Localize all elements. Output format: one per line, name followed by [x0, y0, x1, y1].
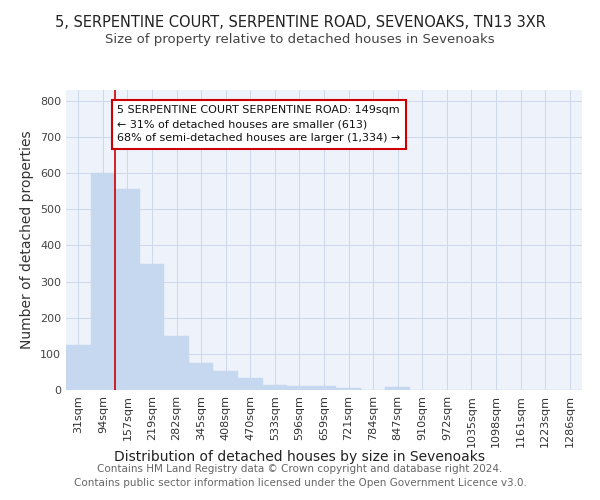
Bar: [385, 387, 410, 390]
Bar: [91, 173, 115, 390]
Bar: [189, 363, 214, 390]
Text: 5, SERPENTINE COURT, SERPENTINE ROAD, SEVENOAKS, TN13 3XR: 5, SERPENTINE COURT, SERPENTINE ROAD, SE…: [55, 15, 545, 30]
Text: Size of property relative to detached houses in Sevenoaks: Size of property relative to detached ho…: [105, 32, 495, 46]
Bar: [238, 378, 263, 390]
Bar: [287, 386, 312, 390]
Bar: [140, 264, 164, 390]
Bar: [115, 190, 140, 390]
Bar: [336, 388, 361, 390]
Text: Distribution of detached houses by size in Sevenoaks: Distribution of detached houses by size …: [115, 450, 485, 464]
Bar: [312, 386, 336, 390]
Bar: [263, 384, 287, 390]
Y-axis label: Number of detached properties: Number of detached properties: [20, 130, 34, 350]
Bar: [214, 371, 238, 390]
Bar: [164, 336, 189, 390]
Text: 5 SERPENTINE COURT SERPENTINE ROAD: 149sqm
← 31% of detached houses are smaller : 5 SERPENTINE COURT SERPENTINE ROAD: 149s…: [117, 105, 400, 143]
Text: Contains HM Land Registry data © Crown copyright and database right 2024.
Contai: Contains HM Land Registry data © Crown c…: [74, 464, 526, 487]
Bar: [66, 345, 91, 390]
